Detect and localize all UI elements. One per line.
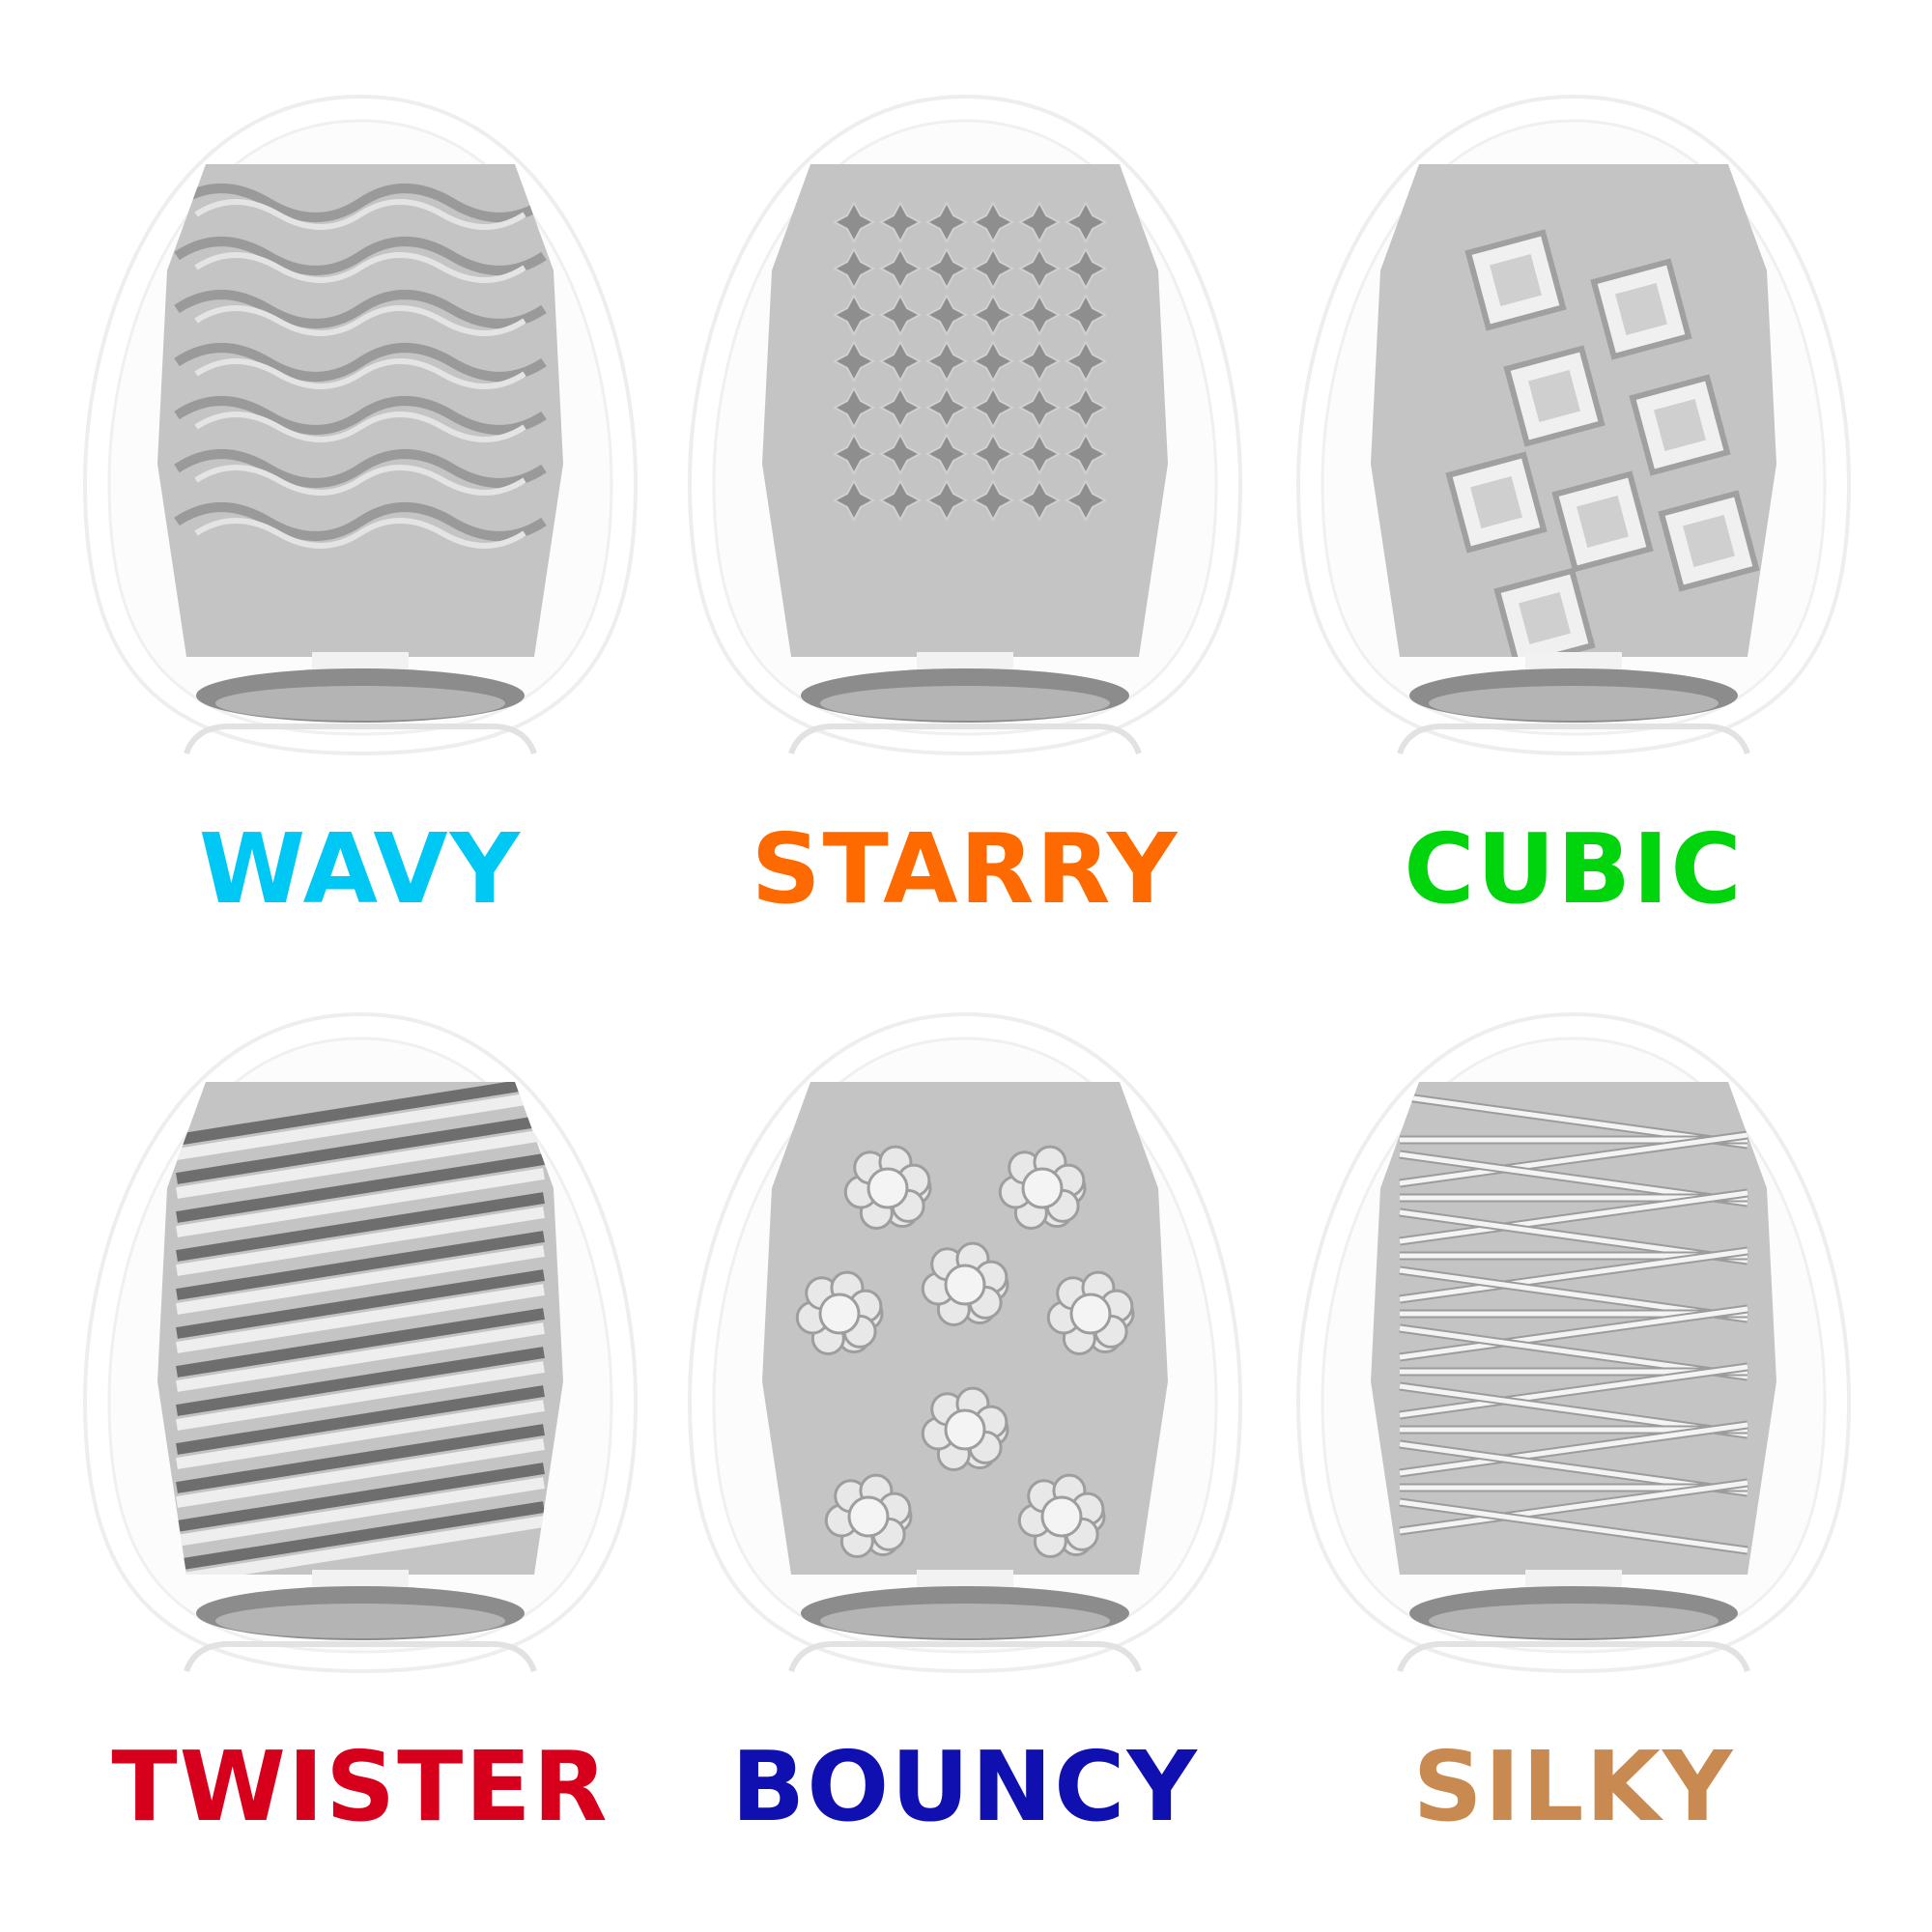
egg-image-strands: [1295, 1011, 1852, 1674]
product-label: WAVY: [198, 812, 523, 925]
product-label: SILKY: [1412, 1730, 1735, 1843]
product-label: TWISTER: [111, 1730, 610, 1843]
egg-image-spirals: [82, 1011, 639, 1674]
egg-image-stars: [687, 94, 1243, 756]
egg-image-cubes: [1295, 94, 1852, 756]
product-label: STARRY: [751, 812, 1179, 925]
egg-image-bumps: [687, 1011, 1243, 1674]
egg-image-waves: [82, 94, 639, 756]
product-label: CUBIC: [1404, 812, 1744, 925]
product-label: BOUNCY: [731, 1730, 1199, 1843]
